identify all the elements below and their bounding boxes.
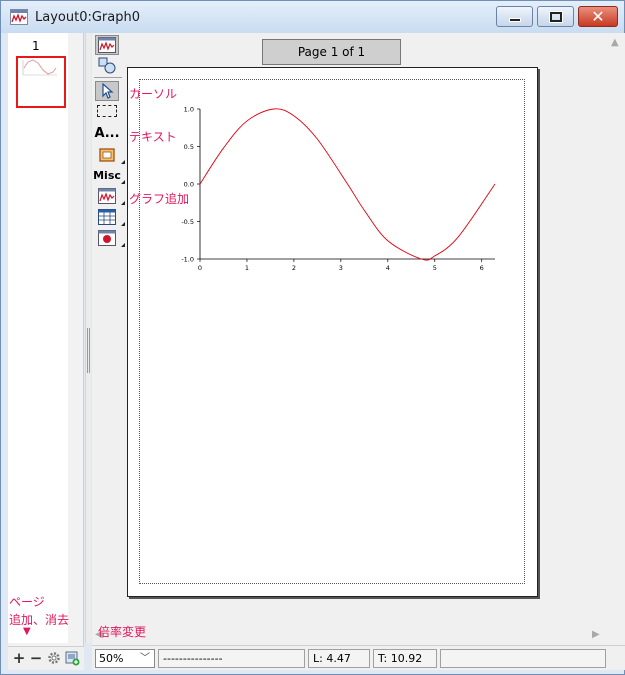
horizontal-scrollbar[interactable]: ◀ ▶	[92, 627, 607, 643]
drawing-toolbar: A... Misc	[92, 33, 125, 263]
x-tick-label: 2	[292, 264, 296, 272]
annotation-cursor: カーソル	[129, 87, 178, 101]
maximize-icon	[548, 10, 563, 23]
arrow-cursor-icon	[102, 83, 114, 99]
vertical-scrollbar[interactable]: ▲	[607, 33, 625, 627]
annotation-add-graph: グラフ追加	[129, 192, 190, 206]
add-page-button[interactable]: +	[11, 649, 27, 667]
series-line	[199, 108, 496, 261]
page-panel-toolbar: + −	[8, 646, 84, 670]
shapes-icon	[98, 57, 116, 74]
maximize-button[interactable]	[537, 6, 574, 27]
page-settings-button[interactable]	[46, 650, 62, 666]
gear-icon	[48, 652, 60, 664]
dropdown-arrow-icon	[121, 222, 125, 226]
annotation-text: テキスト	[129, 130, 177, 144]
x-tick-label: 4	[386, 264, 390, 272]
x-tick-label: 6	[480, 264, 484, 272]
annotation-page-ops: 追加、消去	[9, 613, 70, 627]
close-icon: ✕	[591, 7, 605, 26]
chevron-down-icon: ﹀	[140, 653, 150, 664]
add-table-button[interactable]	[95, 207, 125, 227]
toolbar-separator	[94, 77, 122, 78]
zoom-value: 50%	[99, 652, 124, 665]
layout-app-icon	[10, 9, 28, 25]
panel-splitter[interactable]	[85, 33, 91, 643]
minus-icon: −	[29, 649, 43, 667]
frame-tool-button[interactable]	[95, 145, 125, 165]
y-tick-label: -1.0	[181, 255, 194, 263]
window-title: Layout0:Graph0	[35, 10, 140, 25]
plus-icon: +	[12, 649, 26, 667]
add-graph-button[interactable]	[95, 186, 125, 206]
marquee-tool-button[interactable]	[95, 101, 119, 121]
table-icon	[98, 209, 116, 225]
x-tick-label: 0	[198, 264, 202, 272]
graph-icon	[98, 188, 116, 204]
page-indicator: Page 1 of 1	[262, 39, 401, 65]
page-add-icon	[65, 651, 79, 665]
pages-panel: 1 + −	[8, 33, 84, 670]
dropdown-arrow-icon	[121, 243, 125, 247]
y-tick-label: 0.0	[184, 180, 194, 188]
y-tick-label: 1.0	[184, 105, 194, 113]
page-margin-guide	[139, 79, 525, 584]
annotation-arrow-icon: ▼	[23, 626, 31, 637]
page-thumbnails-list: 1	[8, 33, 68, 643]
status-top-position: T: 10.92	[373, 649, 437, 668]
text-tool-button[interactable]: A...	[94, 123, 120, 143]
status-info-field: ---------------	[158, 649, 305, 668]
status-left-position: L: 4.47	[308, 649, 370, 668]
page-number: 1	[32, 39, 40, 53]
x-tick-label: 5	[433, 264, 437, 272]
insert-page-button[interactable]	[64, 650, 80, 666]
drawing-mode-button[interactable]	[95, 55, 119, 75]
layout-main-area: A... Misc	[92, 33, 625, 645]
add-picture-button[interactable]	[95, 228, 125, 248]
minimize-icon	[508, 17, 521, 22]
misc-tool-button[interactable]: Misc	[93, 165, 125, 185]
splitter-grip[interactable]	[87, 328, 90, 373]
x-tick-label: 1	[245, 264, 249, 272]
dropdown-arrow-icon	[121, 180, 125, 184]
layout-mode-button[interactable]	[95, 35, 119, 55]
page-thumbnail[interactable]	[16, 56, 66, 108]
picture-icon	[98, 230, 116, 246]
dropdown-arrow-icon	[121, 160, 125, 164]
x-tick-label: 3	[339, 264, 343, 272]
minimize-button[interactable]	[496, 6, 533, 27]
status-extra-field	[440, 649, 606, 668]
dropdown-arrow-icon	[121, 201, 125, 205]
marquee-icon	[97, 105, 117, 117]
title-bar[interactable]: Layout0:Graph0 ✕	[1, 1, 624, 33]
y-tick-label: 0.5	[184, 143, 194, 151]
close-button[interactable]: ✕	[578, 6, 618, 27]
scroll-left-icon[interactable]: ◀	[95, 629, 103, 640]
text-tool-icon: A...	[94, 125, 120, 141]
annotation-page: ページ	[9, 595, 45, 609]
annotation-zoom: 倍率変更	[98, 625, 147, 639]
scroll-up-icon[interactable]: ▲	[611, 37, 619, 48]
scroll-right-icon[interactable]: ▶	[592, 629, 600, 640]
graph-mode-icon	[98, 37, 116, 53]
frame-icon	[99, 148, 115, 162]
remove-page-button[interactable]: −	[28, 649, 44, 667]
zoom-select[interactable]: 50% ﹀	[95, 649, 155, 668]
y-tick-label: -0.5	[181, 218, 194, 226]
status-bar: 50% ﹀ --------------- L: 4.47 T: 10.92	[92, 645, 625, 670]
layout-page[interactable]: 0 1 2 3 4 5 6 1.0 0.5 0.0 -0.5 -1.0	[127, 67, 538, 597]
misc-label: Misc	[93, 168, 121, 182]
cursor-tool-button[interactable]	[95, 81, 119, 101]
sine-graph[interactable]: 0 1 2 3 4 5 6 1.0 0.5 0.0 -0.5 -1.0	[168, 103, 503, 313]
